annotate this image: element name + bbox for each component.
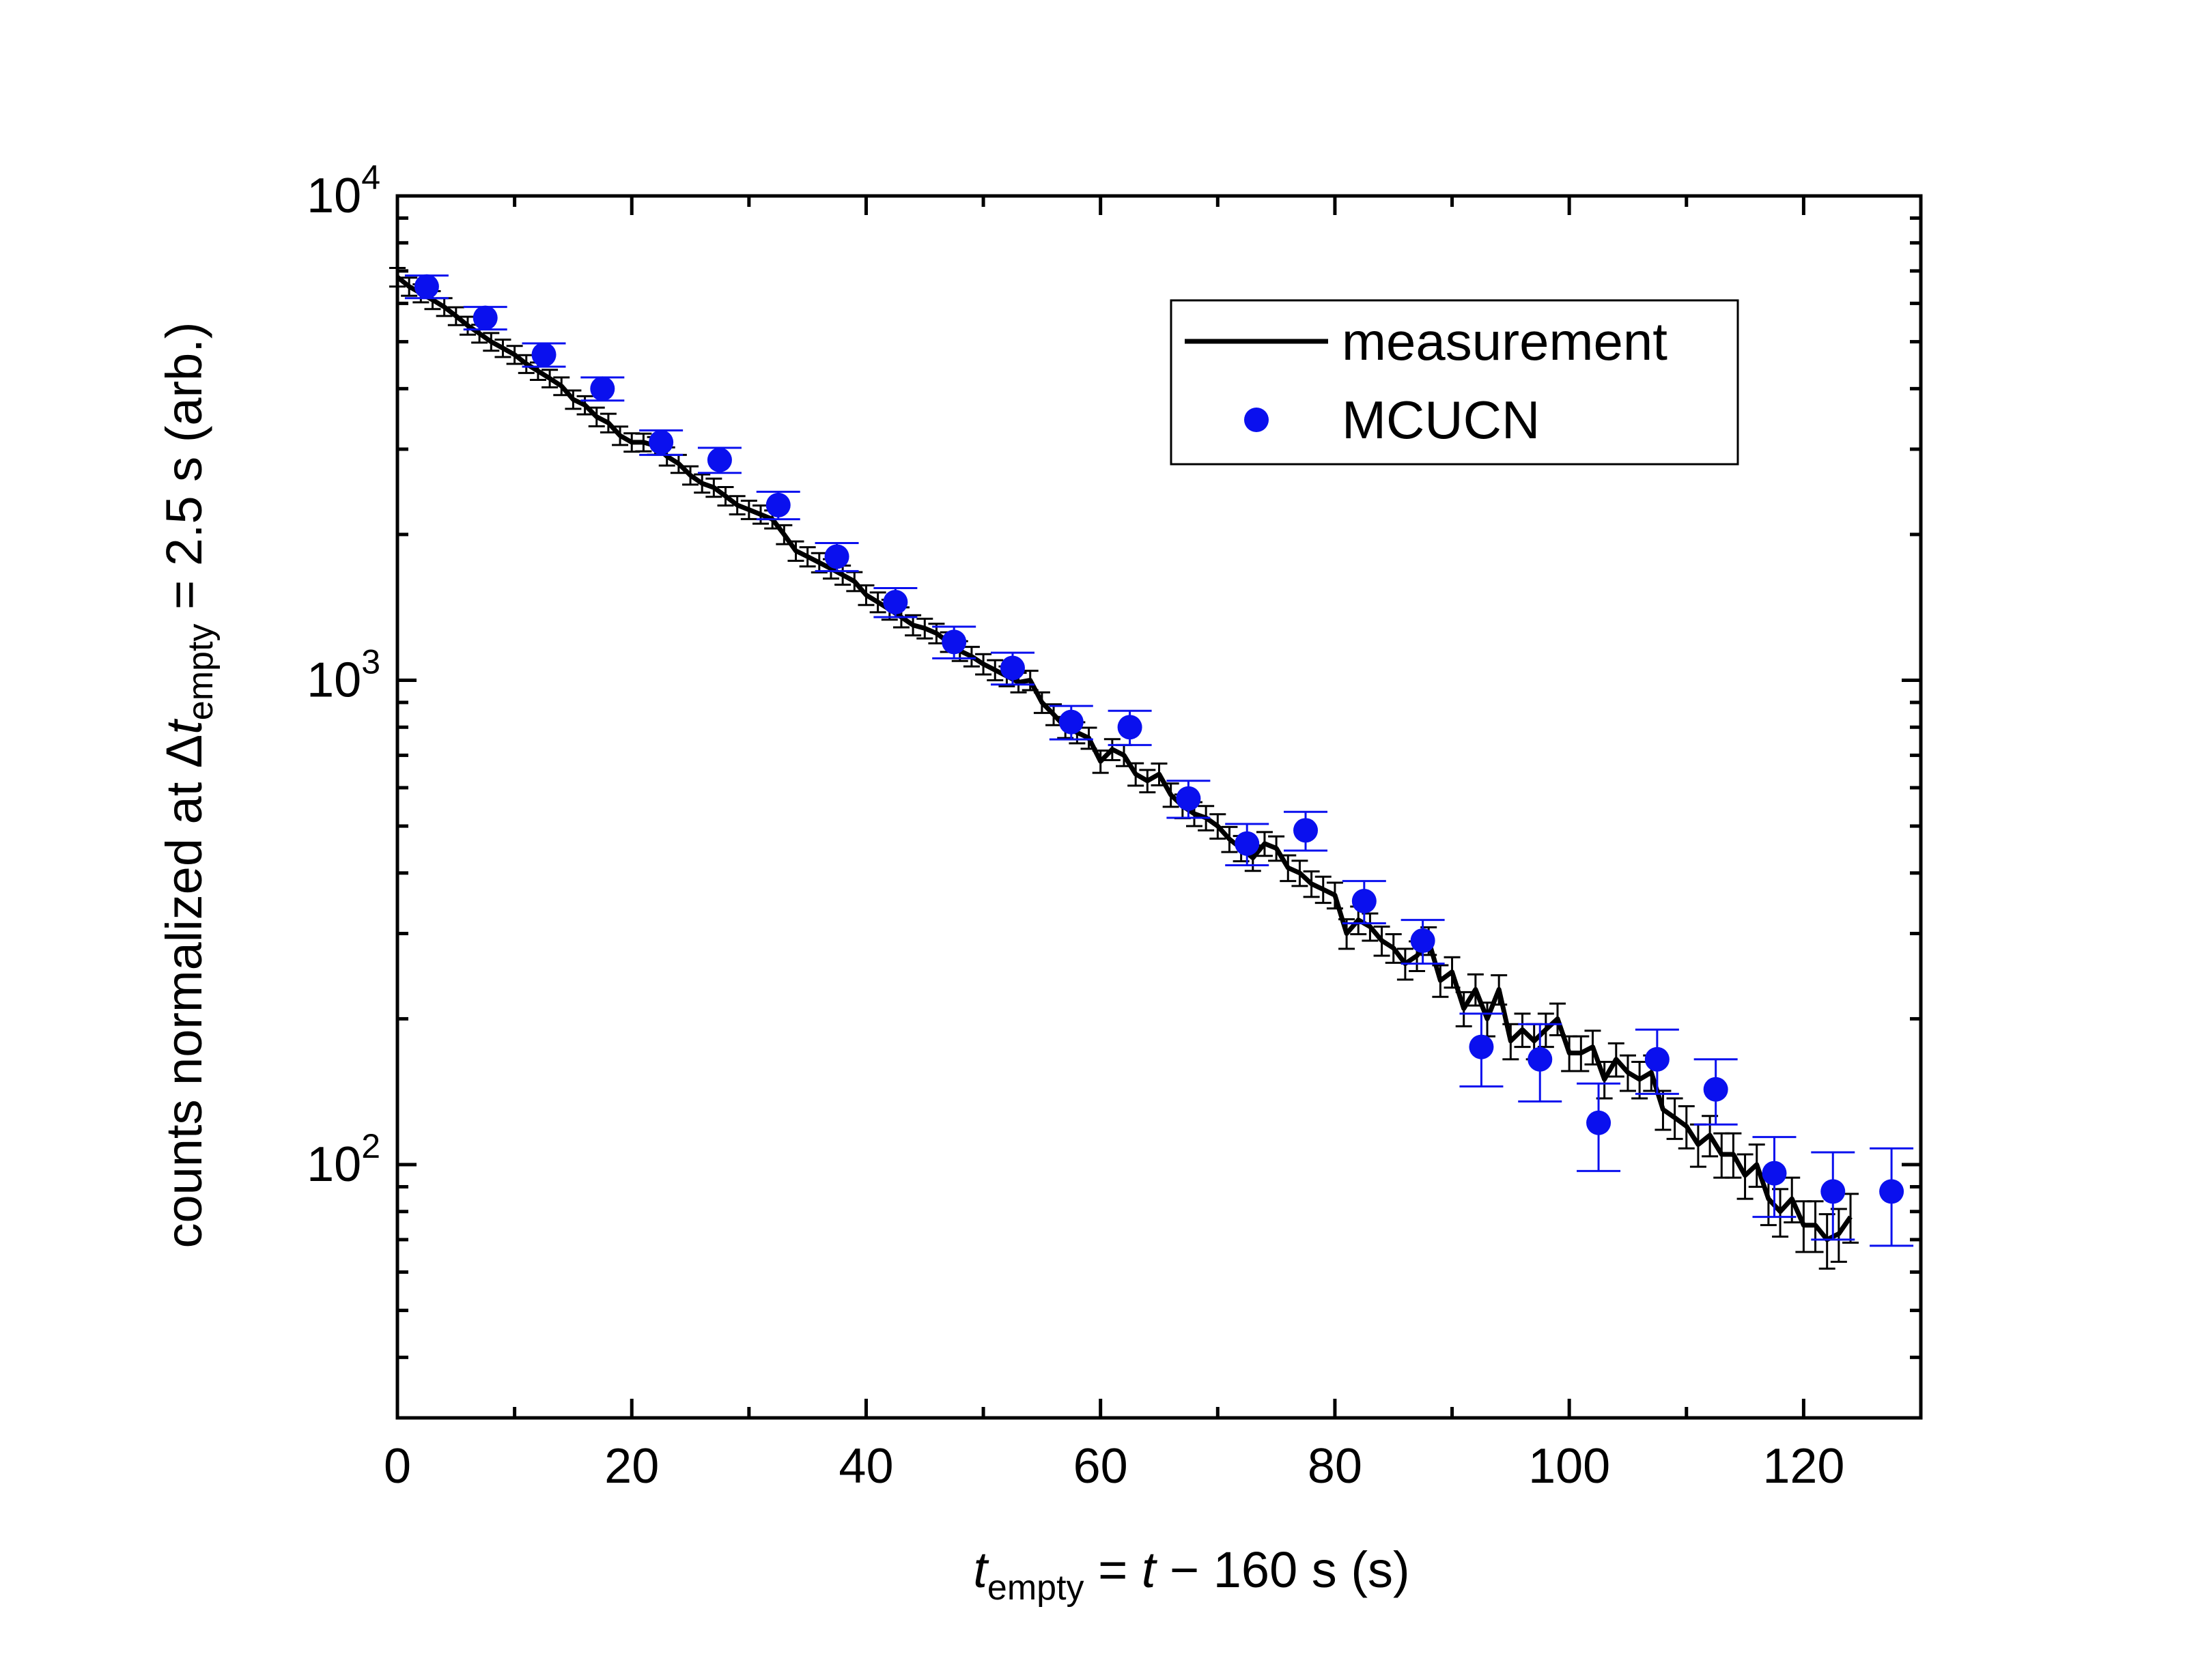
mcucn-point [1235,831,1260,856]
mcucn-point [1528,1047,1553,1072]
mcucn-point [1293,818,1319,843]
mcucn-point [1586,1110,1611,1135]
x-tick-label: 120 [1762,1439,1844,1494]
legend: measurement MCUCN [1170,299,1739,466]
mcucn-point [1469,1034,1494,1059]
mcucn-point [707,447,732,472]
mcucn-point [883,590,908,615]
mcucn-point [1000,655,1025,681]
mcucn-point [1410,928,1435,953]
y-axis-label-pre: counts normalized at [156,768,212,1248]
mcucn-point [473,305,498,330]
x-axis-label-main: t [973,1541,989,1598]
x-tick-label: 40 [839,1439,893,1494]
mcucn-point [765,492,791,517]
x-axis-label-rest: = [1084,1541,1142,1598]
x-axis-label-tail: − 160 s (s) [1155,1541,1409,1598]
legend-box [1170,299,1739,466]
y-axis-label-sub: empty [181,624,221,721]
mcucn-point [414,274,439,299]
y-axis-label-var: t [156,718,212,735]
x-axis-label-var: t [1142,1541,1158,1598]
axis-ticks: 0 20 40 60 80 100 120 102 103 104 [307,158,1923,1494]
mcucn-point [1762,1161,1787,1186]
y-axis-label: counts normalized at Δtempty = 2.5 s (ar… [156,322,221,1248]
y-axis-label-post: = 2.5 s (arb.) [156,322,212,623]
mcucn-point [590,376,615,401]
mcucn-point [1058,709,1084,735]
x-axis-label-sub: empty [987,1568,1084,1608]
y-tick-label: 103 [307,643,380,708]
x-tick-label: 80 [1308,1439,1362,1494]
mcucn-point [1117,715,1142,740]
y-axis-label-delta: Δ [156,735,212,768]
y-tick-label: 102 [307,1127,380,1192]
legend-mcucn-label: MCUCN [1342,390,1540,450]
plot-frame [395,194,1923,1420]
mcucn-point [1820,1179,1846,1204]
mcucn-point [649,429,674,455]
x-tick-label: 0 [384,1439,411,1494]
x-tick-label: 20 [604,1439,659,1494]
mcucn-point [1644,1047,1670,1072]
mcucn-point [1703,1077,1728,1102]
mcucn-point [942,629,967,655]
mcucn-series [404,274,1914,1247]
mcucn-point [1351,888,1377,913]
legend-measurement-label: measurement [1342,311,1667,371]
measurement-line [395,275,1853,1242]
x-axis-label: tempty = t − 160 s (s) [973,1541,1409,1608]
legend-mcucn-marker [1244,408,1269,432]
mcucn-point [531,342,557,367]
mcucn-point [1176,786,1201,811]
x-tick-label: 60 [1073,1439,1128,1494]
mcucn-point [1879,1179,1904,1204]
x-tick-label: 100 [1528,1439,1610,1494]
mcucn-point [824,544,849,569]
y-tick-label: 104 [307,158,380,223]
